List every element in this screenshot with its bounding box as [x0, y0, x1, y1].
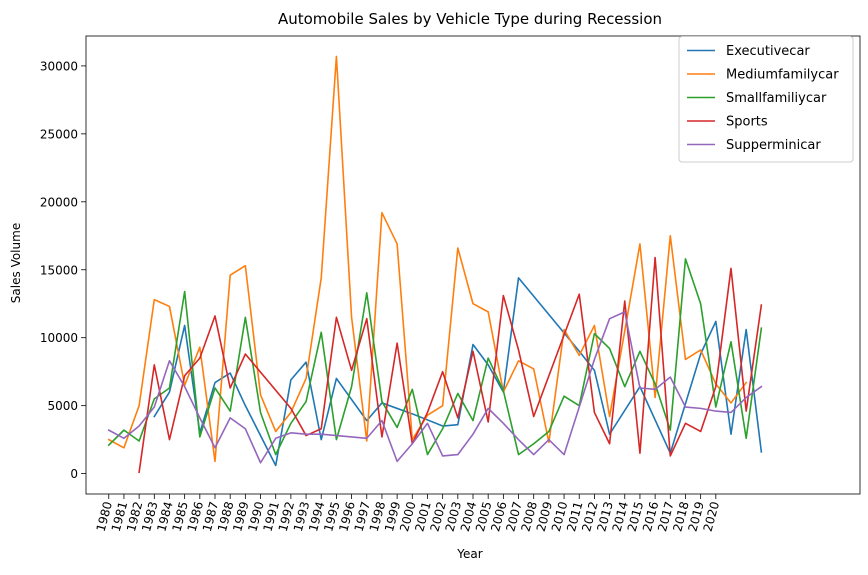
y-tick-label: 5000 — [47, 399, 78, 413]
legend: Executivecar Mediumfamilycar Smallfamiliyc… — [678, 36, 854, 163]
y-axis-label: Sales Volume — [9, 223, 23, 303]
y-axis: 0 5000 10000 15000 20000 25000 30000 — [40, 59, 86, 481]
y-tick-label: 25000 — [40, 127, 78, 141]
x-axis: 1980198119821983198419851986198719881989… — [94, 494, 722, 533]
chart-title: Automobile Sales by Vehicle Type during … — [278, 10, 662, 28]
series-line-sports — [138, 256, 763, 474]
series-layer — [107, 55, 763, 474]
y-tick-label: 10000 — [40, 331, 78, 345]
legend-label: Mediumfamilycar — [726, 68, 839, 83]
y-tick-label: 20000 — [40, 195, 78, 209]
legend-label: Smallfamiliycar — [726, 91, 827, 106]
y-tick-label: 15000 — [40, 263, 78, 277]
legend-box — [678, 36, 854, 163]
series-line-smallfamiliycar — [107, 258, 763, 456]
legend-label: Supperminicar — [726, 138, 821, 153]
y-tick-label: 30000 — [40, 59, 78, 73]
legend-label: Sports — [726, 115, 768, 130]
y-tick-label: 0 — [70, 467, 78, 481]
series-line-supperminicar — [107, 311, 763, 464]
x-axis-label: Year — [456, 547, 482, 561]
series-line-mediumfamilycar — [107, 55, 748, 463]
legend-label: Executivecar — [726, 44, 810, 59]
